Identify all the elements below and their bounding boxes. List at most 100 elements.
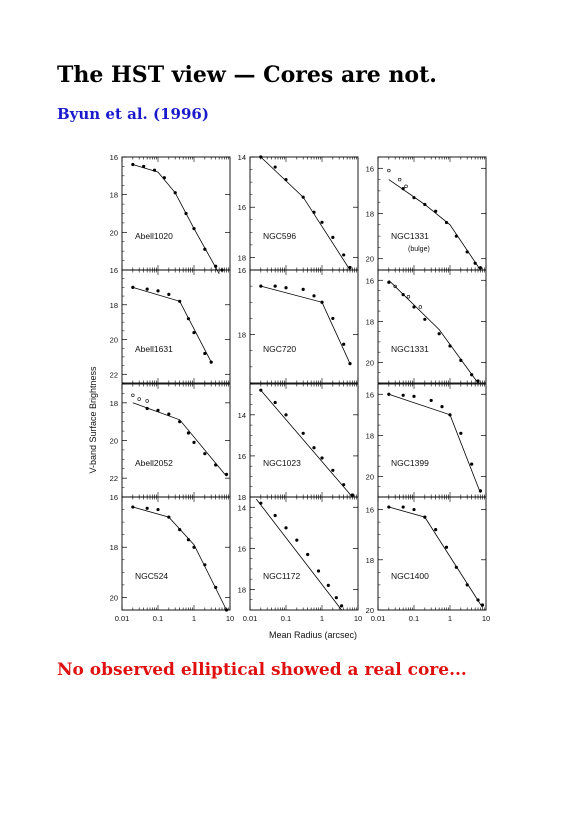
panel-3-ytick-label: 18 (366, 210, 374, 219)
panel-12-data-point (401, 505, 405, 509)
panel-2-data-point (312, 210, 316, 214)
panel-2-frame (249, 156, 359, 271)
panel-4-data-point (156, 289, 160, 293)
panel-10-data-point (203, 563, 207, 567)
panel-5-data-point (320, 300, 324, 304)
panel-2-ytick-label: 16 (238, 203, 246, 212)
panel-11-data-point (273, 513, 277, 518)
panel-2-data-point (342, 253, 346, 257)
panel-1-frame (121, 156, 231, 271)
panel-1-data-point (192, 226, 196, 231)
panel-6-data-point (476, 379, 480, 383)
panel-12-xtick-label: 0.01 (371, 614, 386, 623)
panel-11-ytick-label: 18 (238, 585, 246, 594)
panel-6-outlier-point (406, 295, 411, 299)
panel-11-data-point (306, 552, 310, 557)
panel-9-data-point (478, 489, 483, 493)
panel-6-data-point (412, 305, 416, 309)
panel-1-fit-line (132, 164, 220, 274)
panel-4-data-point (131, 285, 135, 289)
panel-5-data-point (284, 286, 288, 290)
panel-6-ytick-label: 20 (366, 358, 374, 367)
panel-9-data-point (412, 394, 416, 398)
panel-6-outlier-point (418, 305, 423, 309)
panel-7-outlier-point (145, 399, 149, 403)
panel-1: 16 18 20 Abell1020 (110, 153, 231, 274)
panel-2-ytick-label: 14 (238, 153, 246, 162)
panel-2-data-point (273, 165, 277, 169)
panel-5-data-point (348, 362, 352, 366)
panel-9-ytick-label: 18 (366, 431, 374, 440)
panel-9-data-point (470, 462, 474, 466)
panel-4-ytick-label: 20 (110, 336, 118, 345)
panel-12-ytick-label: 20 (366, 606, 374, 615)
panel-10-data-point (214, 585, 218, 590)
panel-12-ytick-label: 18 (366, 556, 374, 565)
panel-6-outlier-point (393, 284, 397, 289)
panel-8-data-point (273, 400, 277, 405)
conclusion-text: No observed elliptical showed a real cor… (57, 660, 467, 680)
panel-7-data-point (167, 412, 171, 416)
panel-5-ytick-label: 16 (238, 266, 246, 275)
panel-4-data-point (167, 292, 171, 296)
panel-6: 16 18 20 NGC1331 (366, 269, 487, 384)
panel-8-fit-line (260, 389, 353, 498)
panel-8-ytick-label: 18 (238, 493, 246, 502)
panel-10-xtick-label: 0.1 (153, 614, 163, 623)
panel-8-data-point (350, 493, 355, 497)
panel-12-xtick-label: 0.1 (409, 614, 419, 623)
panel-9-data-point (440, 405, 444, 409)
panel-5-data-point (301, 287, 305, 291)
panel-6-galaxy-label: NGC1331 (391, 344, 429, 354)
panel-7-data-point (224, 472, 229, 476)
panel-2-data-point (320, 220, 324, 224)
panel-12-xtick-label: 1 (448, 614, 452, 623)
panel-4-data-point (178, 299, 182, 303)
panel-3-data-point (473, 261, 477, 265)
panel-9-fit-line (388, 393, 481, 494)
panel-11-ytick-label: 16 (238, 544, 246, 553)
panel-5-ytick-label: 18 (238, 331, 246, 340)
panel-2-data-point (259, 155, 263, 159)
panel-9-data-point (429, 398, 433, 403)
panel-2-data-point (348, 265, 352, 270)
panel-10: 16 18 20 NGC524 0.01 0.1 1 10 (110, 493, 235, 623)
panel-1-data-point (162, 176, 166, 180)
panel-3-data-point (423, 202, 427, 207)
panel-3-outlier-point (397, 177, 402, 182)
panel-3-ytick-label: 16 (366, 164, 374, 173)
panel-6-data-point (401, 293, 405, 297)
panel-6-data-point (387, 280, 391, 284)
panel-5-data-point (342, 342, 346, 346)
panel-11-data-point (284, 526, 288, 530)
panel-8-data-point (312, 446, 316, 450)
panel-12-data-point (412, 507, 416, 512)
panel-9-data-point (459, 431, 463, 435)
panel-9-ytick-label: 16 (366, 390, 374, 399)
panel-9-galaxy-label: NGC1399 (391, 458, 429, 468)
panel-7-galaxy-label: Abell2052 (135, 458, 173, 468)
x-axis-label: Mean Radius (arcsec) (269, 630, 357, 640)
panel-3-outlier-point (404, 184, 408, 189)
panel-1-data-point (214, 264, 218, 268)
panel-8-data-point (331, 468, 335, 472)
panel-11-data-point (316, 569, 321, 573)
panel-1-galaxy-label: Abell1020 (135, 231, 173, 241)
panel-7-data-point (178, 420, 182, 424)
panel-3: 16 18 20 NGC1331 (bulge) (366, 156, 487, 271)
panel-7-ytick-label: 20 (110, 437, 118, 446)
panel-1-ytick-label: 20 (110, 228, 118, 237)
panel-5-frame (249, 269, 359, 384)
panel-10-fit-line (132, 506, 227, 611)
panel-6-data-point (448, 344, 452, 348)
panel-11-data-point (339, 604, 344, 608)
panel-10-data-point (224, 608, 229, 612)
panel-12-fit-line (388, 506, 483, 608)
panel-7-frame (121, 383, 231, 498)
panel-8-ytick-label: 16 (238, 452, 246, 461)
panel-3-frame (377, 156, 487, 271)
panel-5-data-point (259, 284, 263, 288)
panel-6-data-point (459, 358, 463, 362)
panel-11-xtick-label: 1 (320, 614, 324, 623)
